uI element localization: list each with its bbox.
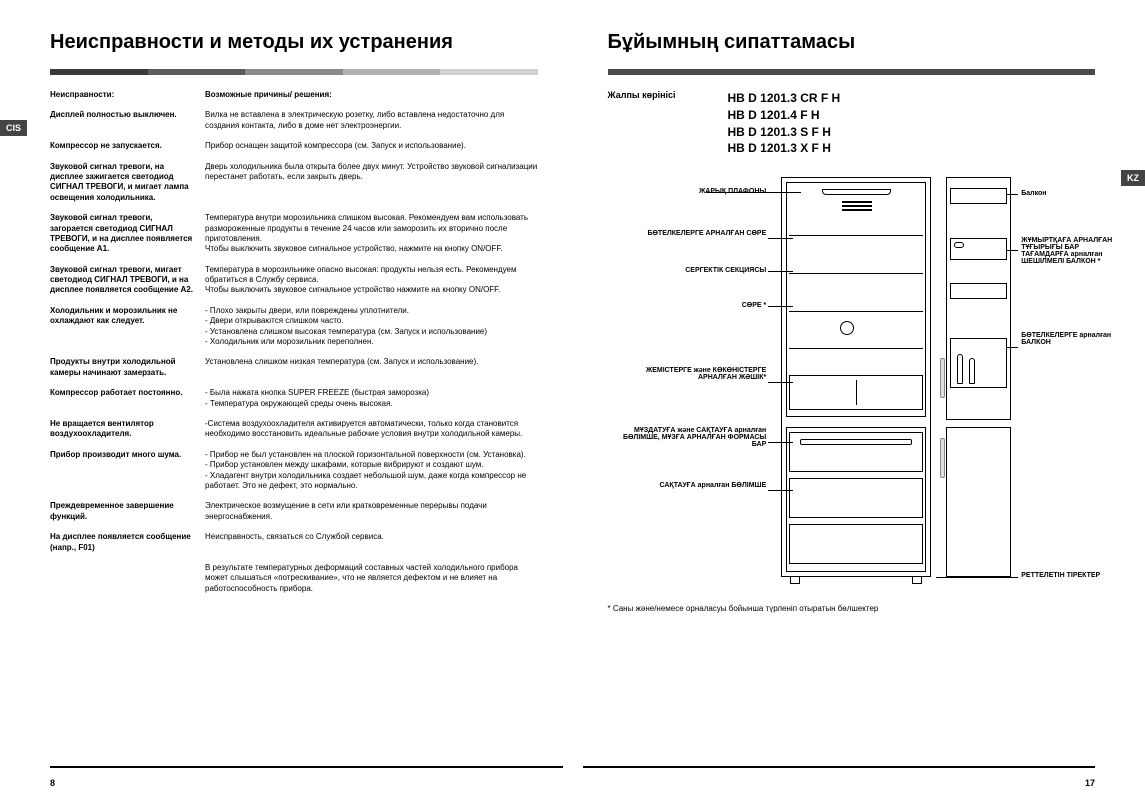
- troubleshooting-table: Неисправности: Возможные причины/ решени…: [50, 90, 538, 594]
- vent: [842, 201, 872, 217]
- problem-cell: Звуковой сигнал тревоги, мигает светодио…: [50, 265, 205, 296]
- freezer-drawer: [789, 524, 923, 564]
- problem-cell: Компрессор работает постоянно.: [50, 388, 205, 409]
- door-shelf: [950, 283, 1007, 299]
- solution-cell: - Была нажата кнопка SUPER FREEZE (быстр…: [205, 388, 538, 409]
- problem-cell: Прибор производит много шума.: [50, 450, 205, 492]
- freezer-drawer: [789, 432, 923, 472]
- solution-cell: Электрическое возмущение в сети или крат…: [205, 501, 538, 522]
- shelf: [789, 311, 923, 312]
- solution-cell: Температура внутри морозильника слишком …: [205, 213, 538, 255]
- table-row: На дисплее появляется сообщение (напр., …: [50, 532, 538, 553]
- label: ЖҰМЫРТҚАҒА АРНАЛҒАН ТҰҒЫРЫҒЫ БАР ТАҒАМДА…: [1021, 237, 1116, 265]
- model-number: HB D 1201.3 X F H: [728, 140, 841, 157]
- footnote: * Саны және/немесе орналасуы бойынша түр…: [608, 604, 1096, 613]
- problem-cell: Звуковой сигнал тревоги, на дисплее зажи…: [50, 162, 205, 204]
- label: САҚТАУҒА арналған БӨЛІМШЕ: [616, 482, 766, 489]
- fridge-door: [946, 177, 1011, 420]
- door-handle: [940, 438, 945, 478]
- shelf: [789, 273, 923, 274]
- solution-cell: Вилка не вставлена в электрическую розет…: [205, 110, 538, 131]
- model-number: HB D 1201.4 F H: [728, 107, 841, 124]
- adjustable-foot: [912, 576, 922, 584]
- page-title-right: Бұйымның сипаттамасы: [608, 30, 1096, 54]
- table-row: Звуковой сигнал тревоги, загорается свет…: [50, 213, 538, 255]
- right-page: KZ Бұйымның сипаттамасы Жалпы көрінісі H…: [573, 0, 1145, 808]
- solution-cell: В результате температурных деформаций со…: [205, 563, 538, 594]
- solution-cell: Дверь холодильника была открыта более дв…: [205, 162, 538, 204]
- solution-cell: Прибор оснащен защитой компрессора (см. …: [205, 141, 538, 151]
- adjustable-foot: [790, 576, 800, 584]
- model-list: HB D 1201.3 CR F HHB D 1201.4 F HHB D 12…: [728, 90, 841, 157]
- problem-cell: [50, 563, 205, 594]
- page-number-left: 8: [50, 778, 55, 788]
- thermostat-dial: [840, 321, 854, 335]
- problem-cell: На дисплее появляется сообщение (напр., …: [50, 532, 205, 553]
- problem-cell: Дисплей полностью выключен.: [50, 110, 205, 131]
- freezer-door: [946, 427, 1011, 577]
- freezer-drawer: [789, 478, 923, 518]
- problem-cell: Звуковой сигнал тревоги, загорается свет…: [50, 213, 205, 255]
- crisper-drawer: [789, 375, 923, 410]
- solution-cell: Неисправность, связаться со Службой серв…: [205, 532, 538, 553]
- label: СӨРЕ *: [616, 302, 766, 309]
- model-number: HB D 1201.3 CR F H: [728, 90, 841, 107]
- label: ЖЕМІСТЕРГЕ және КӨКӨНІСТЕРГЕ АРНАЛҒАН ЖӘ…: [616, 367, 766, 381]
- problem-cell: Компрессор не запускается.: [50, 141, 205, 151]
- solution-cell: -Система воздухоохладителя активируется …: [205, 419, 538, 440]
- table-row: Компрессор не запускается.Прибор оснащен…: [50, 141, 538, 151]
- table-header-problem: Неисправности:: [50, 90, 205, 100]
- page-title-left: Неисправности и методы их устранения: [50, 30, 538, 54]
- table-header-solution: Возможные причины/ решения:: [205, 90, 538, 100]
- door-shelf: [950, 188, 1007, 204]
- table-row: Продукты внутри холодильной камеры начин…: [50, 357, 538, 378]
- table-row: Компрессор работает постоянно.- Была наж…: [50, 388, 538, 409]
- bottom-rule: [583, 766, 1096, 768]
- shelf: [789, 348, 923, 349]
- language-tab-kz: KZ: [1121, 170, 1145, 186]
- problem-cell: Продукты внутри холодильной камеры начин…: [50, 357, 205, 378]
- solution-cell: - Прибор не был установлен на плоской го…: [205, 450, 538, 492]
- fridge-compartment: [786, 182, 926, 417]
- solution-cell: Температура в морозильнике опасно высока…: [205, 265, 538, 296]
- freezer-compartment: [786, 427, 926, 572]
- left-page: CIS Неисправности и методы их устранения…: [0, 0, 573, 808]
- problem-cell: Преждевременное завершение функций.: [50, 501, 205, 522]
- solution-cell: Установлена слишком низкая температура (…: [205, 357, 538, 378]
- label: РЕТТЕЛЕТІН ТІРЕКТЕР: [1021, 572, 1116, 579]
- table-row: Преждевременное завершение функций.Элект…: [50, 501, 538, 522]
- shelf: [789, 235, 923, 236]
- door-shelf: [950, 238, 1007, 260]
- solution-cell: - Плохо закрыты двери, или повреждены уп…: [205, 306, 538, 348]
- table-row: Не вращается вентилятор воздухоохладител…: [50, 419, 538, 440]
- table-row: В результате температурных деформаций со…: [50, 563, 538, 594]
- bottom-rule: [50, 766, 563, 768]
- table-row: Холодильник и морозильник не охлаждают к…: [50, 306, 538, 348]
- table-row: Прибор производит много шума.- Прибор не…: [50, 450, 538, 492]
- fridge-diagram: ЖАРЫҚ ПЛАФОНЫ БӨТЕЛКЕЛЕРГЕ АРНАЛҒАН СӨРЕ…: [616, 172, 1086, 592]
- label: СЕРГЕКТІК СЕКЦИЯСЫ: [616, 267, 766, 274]
- table-row: Звуковой сигнал тревоги, мигает светодио…: [50, 265, 538, 296]
- light-cover: [822, 189, 891, 195]
- problem-cell: Не вращается вентилятор воздухоохладител…: [50, 419, 205, 440]
- decorative-bar-right: [608, 69, 1096, 75]
- language-tab-cis: CIS: [0, 120, 27, 136]
- decorative-bar: [50, 69, 538, 75]
- fridge-body: [781, 177, 931, 577]
- label: Балкон: [1021, 190, 1116, 197]
- bottle-shelf: [950, 338, 1007, 388]
- problem-cell: Холодильник и морозильник не охлаждают к…: [50, 306, 205, 348]
- subtitle: Жалпы көрінісі: [608, 90, 728, 162]
- table-row: Звуковой сигнал тревоги, на дисплее зажи…: [50, 162, 538, 204]
- label: БӨТЕЛКЕЛЕРГЕ АРНАЛҒАН СӨРЕ: [616, 230, 766, 237]
- door-handle: [940, 358, 945, 398]
- label: МҰЗДАТУҒА және САҚТАУҒА арналған БӨЛІМШЕ…: [616, 427, 766, 448]
- label: БӨТЕЛКЕЛЕРГЕ арналған БАЛКОН: [1021, 332, 1116, 346]
- page-number-right: 17: [1085, 778, 1095, 788]
- table-row: Дисплей полностью выключен.Вилка не вста…: [50, 110, 538, 131]
- model-number: HB D 1201.3 S F H: [728, 124, 841, 141]
